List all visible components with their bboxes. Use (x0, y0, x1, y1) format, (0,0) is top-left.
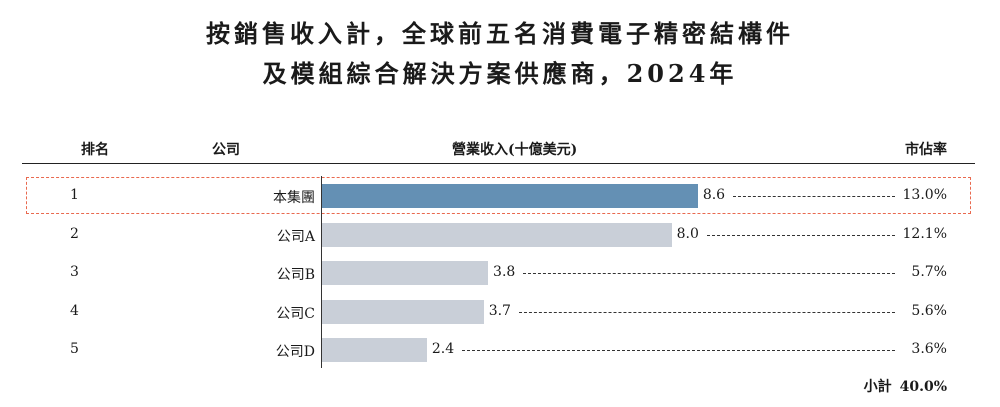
leader-line (461, 350, 895, 351)
subtotal-value: 40.0% (899, 379, 947, 395)
rank-label: 5 (70, 341, 79, 357)
company-label: 公司D (275, 344, 315, 360)
subtotal-label: 小計 (863, 379, 892, 395)
company-label: 本集團 (273, 190, 315, 206)
company-label: 公司B (276, 267, 315, 283)
header-share: 市佔率 (905, 142, 947, 158)
market-share-label: 5.6% (911, 302, 947, 319)
rank-label: 4 (70, 302, 79, 319)
header-rank: 排名 (81, 142, 109, 158)
rank-label: 3 (70, 264, 79, 280)
header-company: 公司 (212, 142, 240, 158)
market-share-label: 3.6% (911, 341, 947, 357)
bar-axis (321, 176, 322, 368)
bar (322, 338, 427, 362)
bar-value-label: 3.7 (488, 302, 511, 319)
leader-line (732, 196, 895, 197)
company-label: 公司C (276, 305, 315, 322)
header-revenue: 營業收入(十億美元) (452, 142, 578, 158)
bar-value-label: 2.4 (431, 341, 455, 357)
bar (322, 222, 672, 247)
chart-title-line2: 及模組綜合解決方案供應商，2024年 (262, 59, 738, 88)
chart-title-line1: 按銷售收入計，全球前五名消費電子精密結構件 (206, 19, 794, 48)
market-share-label: 12.1% (902, 225, 947, 242)
leader-line (706, 234, 895, 236)
rank-label: 2 (70, 225, 79, 242)
bar-value-label: 8.6 (702, 187, 726, 203)
bar (322, 184, 698, 208)
header-rule (22, 163, 975, 164)
bar (322, 299, 484, 324)
market-share-label: 5.7% (911, 264, 947, 280)
company-label: 公司A (276, 228, 315, 245)
bar-value-label: 8.0 (676, 225, 699, 242)
bar-value-label: 3.8 (493, 264, 516, 280)
rank-label: 1 (70, 187, 79, 203)
leader-line (518, 311, 895, 313)
leader-line (523, 273, 895, 274)
subtotal: 小計 40.0% (856, 376, 947, 396)
market-share-label: 13.0% (902, 187, 947, 203)
bar (322, 261, 489, 285)
highlight-box (26, 177, 971, 214)
